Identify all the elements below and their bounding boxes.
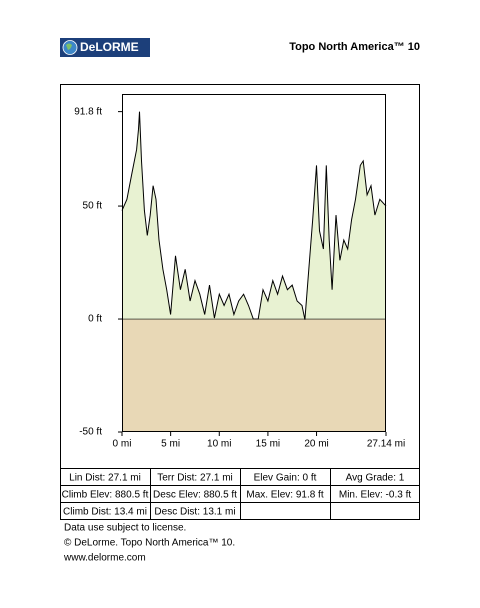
cell-text: Climb Elev: 880.5 ft [62, 490, 149, 501]
logo-text: DeLORME [80, 40, 139, 54]
x-tick-label: 5 mi [161, 439, 180, 450]
table-cell: Elev Gain: 0 ft [254, 473, 317, 484]
header-title: Topo North America™ 10 [289, 41, 420, 53]
y-tick-label: 0 ft [88, 314, 102, 325]
cell-text: Terr Dist: 27.1 mi [157, 473, 233, 484]
cell-text: Climb Dist: 13.4 mi [63, 507, 147, 518]
logo: DeLORME [60, 38, 150, 57]
table-cell: Climb Elev: 880.5 ft [62, 490, 149, 501]
table-cell: Max. Elev: 91.8 ft [246, 490, 323, 501]
table-cell: Climb Dist: 13.4 mi [63, 507, 147, 518]
plot: -50 ft 0 ft 50 ft 91.8 ft 0 mi 5 mi 10 mi 15 mi… [74, 94, 405, 450]
x-tick-label: 0 mi [113, 439, 132, 450]
footer-line: www.delorme.com [63, 553, 146, 564]
logo-box [60, 38, 150, 57]
table-cell: Desc Dist: 13.1 mi [154, 507, 235, 518]
footer-line: Data use subject to license. [64, 523, 186, 534]
x-tick-label: 27.14 mi [367, 439, 405, 450]
table-cell: Lin Dist: 27.1 mi [69, 473, 141, 484]
cell-text: Desc Elev: 880.5 ft [153, 490, 237, 501]
cell-text: Elev Gain: 0 ft [254, 473, 317, 484]
area-fill [122, 111, 386, 320]
table-cell: Avg Grade: 1 [346, 473, 405, 484]
cell-text: Max. Elev: 91.8 ft [246, 490, 323, 501]
x-tick-label: 10 mi [207, 439, 231, 450]
table-cell: Terr Dist: 27.1 mi [157, 473, 233, 484]
x-tick-label: 15 mi [256, 439, 280, 450]
y-tick-label: -50 ft [79, 427, 102, 438]
table-cell: Min. Elev: -0.3 ft [339, 490, 411, 501]
x-tick-label: 20 mi [304, 439, 328, 450]
plot-frame [122, 94, 386, 432]
cell-text: Min. Elev: -0.3 ft [339, 490, 411, 501]
table-cell: Desc Elev: 880.5 ft [153, 490, 237, 501]
cell-text: Lin Dist: 27.1 mi [69, 473, 141, 484]
stats-table: Lin Dist: 27.1 mi Terr Dist: 27.1 mi Elev … [60, 468, 420, 520]
logo-land [66, 43, 72, 50]
cell-text: Desc Dist: 13.1 mi [154, 507, 235, 518]
cell-text: Avg Grade: 1 [346, 473, 405, 484]
y-tick-label: 91.8 ft [74, 106, 102, 117]
y-tick-label: 50 ft [83, 201, 103, 212]
footer: Data use subject to license. © DeLorme. T… [63, 523, 235, 564]
footer-line: © DeLorme. Topo North America™ 10. [64, 538, 235, 549]
below-zero-fill [122, 319, 386, 432]
